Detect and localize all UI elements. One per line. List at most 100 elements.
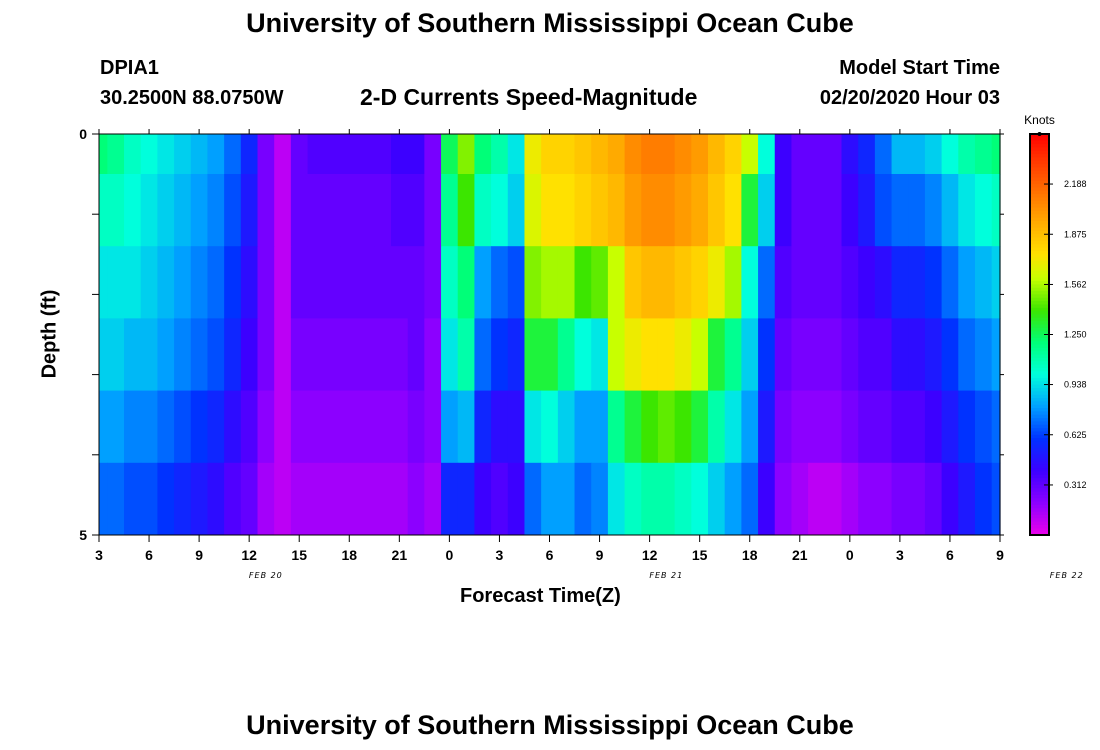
- top-title: University of Southern Mississippi Ocean…: [246, 8, 854, 38]
- colorbar-swatch: [1030, 414, 1049, 419]
- colorbar-swatch: [1030, 438, 1049, 442]
- heatmap-cell: [124, 134, 142, 175]
- heatmap-cell: [758, 174, 776, 247]
- colorbar-swatch: [1030, 521, 1049, 526]
- heatmap-cell: [224, 318, 242, 391]
- heatmap-cell: [657, 318, 676, 391]
- heatmap-cell: [407, 246, 425, 319]
- colorbar: 0.312 0.625 0.938 1.250 1.562 1.875 2.188 Knots: [1024, 113, 1087, 536]
- colorbar-swatch: [1030, 498, 1049, 503]
- colorbar-tick-label: 1.250: [1064, 330, 1087, 340]
- heatmap-cell: [340, 134, 359, 175]
- heatmap-cell: [390, 390, 409, 464]
- heatmap-cell: [491, 134, 509, 175]
- heatmap-cell: [390, 134, 409, 175]
- heatmap-cell: [124, 318, 142, 391]
- colorbar-swatch: [1030, 217, 1049, 222]
- heatmap-cell: [557, 318, 576, 391]
- heatmap-cell: [524, 390, 542, 464]
- colorbar-swatch: [1030, 418, 1049, 422]
- heatmap-cell: [708, 462, 726, 536]
- heatmap-cell: [507, 174, 526, 247]
- colorbar-swatch: [1030, 297, 1049, 302]
- colorbar-tick-label: 0.625: [1064, 430, 1087, 440]
- heatmap-cell: [607, 318, 626, 391]
- heatmap-cell: [374, 246, 392, 319]
- heatmap-cell: [557, 134, 576, 175]
- colorbar-swatch: [1030, 431, 1049, 436]
- colorbar-swatch: [1030, 514, 1049, 519]
- heatmap-cell: [124, 246, 142, 319]
- x-tick-label: 0: [445, 547, 453, 563]
- colorbar-swatch: [1030, 204, 1049, 209]
- heatmap-cell: [340, 390, 359, 464]
- colorbar-swatch: [1030, 384, 1049, 389]
- heatmap-cell: [774, 318, 793, 391]
- heatmap-cell: [424, 390, 442, 464]
- heatmap-cell: [874, 174, 893, 247]
- colorbar-swatch: [1030, 531, 1049, 536]
- colorbar-swatch: [1030, 458, 1049, 462]
- colorbar-swatch: [1030, 488, 1049, 493]
- heatmap-cell: [457, 174, 476, 247]
- heatmap-cell: [691, 318, 709, 391]
- heatmap-cell: [708, 390, 726, 464]
- colorbar-swatch: [1030, 197, 1049, 202]
- heatmap-cell: [357, 462, 375, 536]
- colorbar-swatch: [1030, 304, 1049, 309]
- colorbar-swatch: [1030, 324, 1049, 329]
- heatmap-cell: [791, 318, 809, 391]
- heatmap-cell: [741, 246, 759, 319]
- colorbar-swatch: [1030, 240, 1049, 245]
- heatmap-cell: [958, 462, 976, 536]
- colorbar-tick-label: 0.938: [1064, 380, 1087, 390]
- heatmap-cell: [858, 462, 876, 536]
- heatmap-cell: [124, 462, 142, 536]
- colorbar-swatch: [1030, 147, 1049, 152]
- heatmap-cell: [407, 462, 425, 536]
- heatmap-cell: [441, 174, 459, 247]
- heatmap-cell: [491, 390, 509, 464]
- heatmap-cell: [407, 390, 425, 464]
- colorbar-swatch: [1030, 371, 1049, 376]
- heatmap-cell: [541, 174, 559, 247]
- heatmap-cell: [541, 246, 559, 319]
- heatmap-cell: [190, 134, 209, 175]
- heatmap-cell: [274, 174, 292, 247]
- x-tick-label: 9: [996, 547, 1004, 563]
- heatmap-cell: [190, 318, 209, 391]
- colorbar-swatch: [1030, 344, 1049, 349]
- heatmap-cell: [824, 174, 843, 247]
- model-start-label: Model Start Time: [839, 57, 1000, 79]
- heatmap-cell: [991, 462, 1001, 536]
- heatmap-cell: [140, 462, 158, 536]
- heatmap-cell: [324, 134, 342, 175]
- heatmap-cell: [407, 174, 425, 247]
- heatmap-cell: [841, 174, 859, 247]
- heatmap-cell: [824, 134, 843, 175]
- heatmap-cell: [591, 134, 609, 175]
- heatmap-cell: [407, 318, 425, 391]
- heatmap-cell: [174, 318, 192, 391]
- colorbar-swatch: [1030, 421, 1049, 426]
- colorbar-swatch: [1030, 444, 1049, 449]
- heatmap-cell: [457, 318, 476, 391]
- heatmap-cell: [891, 390, 909, 464]
- heatmap-cell: [808, 246, 826, 319]
- heatmap-cell: [140, 246, 158, 319]
- colorbar-swatch: [1030, 501, 1049, 506]
- heatmap-cell: [741, 318, 759, 391]
- heatmap-cell: [591, 390, 609, 464]
- heatmap-cell: [207, 318, 225, 391]
- heatmap-cell: [591, 318, 609, 391]
- heatmap-cell: [974, 134, 993, 175]
- colorbar-swatch: [1030, 150, 1049, 155]
- heatmap-cell: [474, 134, 492, 175]
- heatmap-cell: [107, 246, 125, 319]
- colorbar-swatch: [1030, 227, 1049, 232]
- heatmap-cell: [307, 462, 325, 536]
- heatmap-cell: [874, 134, 893, 175]
- heatmap-cell: [190, 462, 209, 536]
- heatmap-cell: [791, 246, 809, 319]
- heatmap-cell: [991, 390, 1001, 464]
